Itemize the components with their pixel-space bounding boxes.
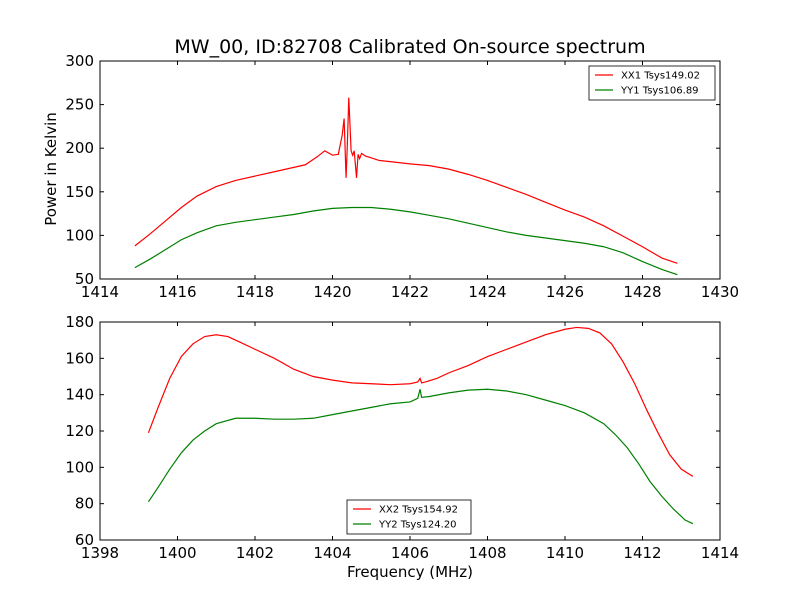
top-x-tick-label: 1420 (313, 283, 351, 301)
bottom-x-tick-label: 1408 (468, 544, 506, 562)
bottom-panel: Frequency (MHz) 1398 1400 1402 1404 1406 1408… (65, 313, 739, 581)
top-y-tick-label: 150 (65, 183, 94, 201)
top-legend: XX1 Tsys149.02 YY1 Tsys106.89 (588, 65, 716, 101)
top-legend-label-xx1: XX1 Tsys149.02 (621, 71, 700, 82)
bottom-legend-box (346, 499, 472, 535)
bottom-series-xx2 (147, 326, 694, 477)
bottom-y-tick-label: 120 (65, 422, 94, 440)
bottom-x-axis-label: Frequency (MHz) (347, 563, 473, 581)
top-x-tick-label: 1422 (391, 283, 429, 301)
bottom-x-tick-label: 1404 (313, 544, 351, 562)
bottom-series-yy2 (147, 388, 694, 525)
bottom-x-tick-label: 1412 (623, 544, 661, 562)
bottom-x-tick-label: 1410 (546, 544, 584, 562)
top-legend-label-yy1: YY1 Tsys106.89 (620, 86, 699, 97)
bottom-y-tick-label: 180 (65, 313, 94, 331)
top-series-yy1 (134, 206, 678, 276)
bottom-x-tick-label: 1398 (81, 544, 119, 562)
top-y-tick-label: 100 (65, 226, 94, 244)
bottom-plot-area: 1398 1400 1402 1404 1406 1408 1410 1412 1414 60 80… (65, 313, 739, 562)
top-y-axis-label: Power in Kelvin (42, 112, 60, 226)
bottom-legend-label-yy2: YY2 Tsys124.20 (378, 520, 457, 531)
chart-title: MW_00, ID:82708 Calibrated On-source spe… (174, 36, 645, 58)
top-y-tick-label: 250 (65, 96, 94, 114)
top-legend-box (588, 65, 716, 101)
top-y-tick-label: 300 (65, 52, 94, 70)
bottom-y-tick-label: 100 (65, 458, 94, 476)
top-series-xx1 (134, 97, 678, 264)
bottom-legend-label-xx2: XX2 Tsys154.92 (379, 505, 458, 516)
bottom-x-tick-label: 1414 (701, 544, 739, 562)
bottom-x-tick-label: 1400 (158, 544, 196, 562)
top-y-tick-label: 200 (65, 139, 94, 157)
bottom-y-tick-label: 140 (65, 386, 94, 404)
bottom-y-tick-label: 80 (75, 495, 94, 513)
top-x-tick-label: 1414 (81, 283, 119, 301)
bottom-x-tick-label: 1402 (236, 544, 274, 562)
bottom-y-tick-label: 60 (75, 531, 94, 549)
bottom-y-tick-label: 160 (65, 349, 94, 367)
top-y-tick-label: 50 (75, 270, 94, 288)
top-plot-area: 1414 1416 1418 1420 1422 1424 1426 1428 1430 50 10… (65, 52, 739, 301)
top-x-tick-label: 1424 (468, 283, 506, 301)
top-x-tick-label: 1418 (236, 283, 274, 301)
top-x-tick-label: 1430 (701, 283, 739, 301)
top-x-tick-label: 1416 (158, 283, 196, 301)
top-x-tick-label: 1426 (546, 283, 584, 301)
bottom-legend: XX2 Tsys154.92 YY2 Tsys124.20 (346, 499, 472, 535)
top-x-tick-label: 1428 (623, 283, 661, 301)
top-panel: Power in Kelvin 1414 1416 1418 1420 1422 1424… (42, 52, 739, 301)
bottom-x-tick-label: 1406 (391, 544, 429, 562)
